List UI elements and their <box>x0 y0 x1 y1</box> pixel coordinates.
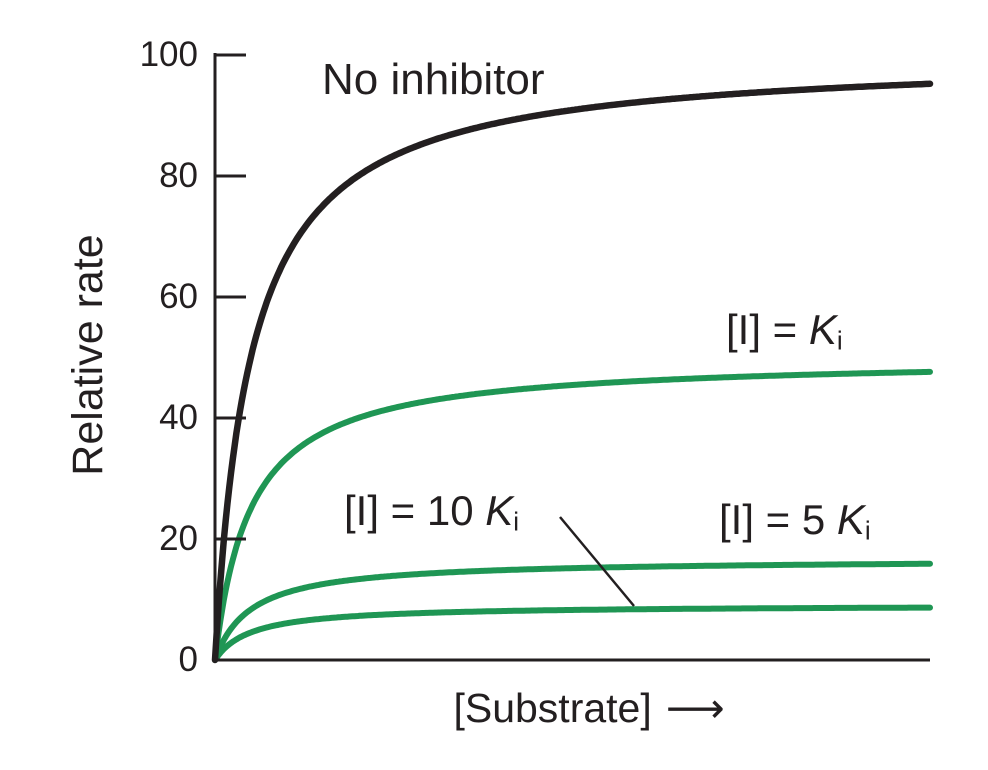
y-tick-label: 80 <box>159 156 198 195</box>
ki-constant-symbol: K <box>836 496 865 543</box>
curve-i-eq-10ki <box>212 604 933 663</box>
x-axis-label-text: [Substrate] <box>453 685 652 731</box>
label-i-equals-5ki: [I] = 5 Ki <box>719 496 871 547</box>
y-tick-label: 0 <box>178 640 198 679</box>
label-i-equals-5ki-prefix: [I] = 5 <box>719 496 837 543</box>
ki-subscript: i <box>513 506 520 537</box>
leader-line <box>559 516 635 607</box>
curves <box>211 80 934 664</box>
y-ticks <box>215 53 246 662</box>
y-tick-label: 40 <box>159 398 198 437</box>
y-tick-label: 20 <box>159 519 198 558</box>
label-i-equals-ki-prefix: [I] = <box>726 306 809 353</box>
right-arrow-icon: ⟶ <box>665 685 725 731</box>
y-axis-title: Relative rate <box>64 234 112 476</box>
x-axis-title: [Substrate] ⟶ <box>407 684 771 732</box>
label-i-equals-ki: [I] = Ki <box>726 306 843 357</box>
label-i-equals-10ki-prefix: [I] = 10 <box>344 487 486 534</box>
ki-constant-symbol: K <box>808 306 837 353</box>
ki-constant-symbol: K <box>485 487 514 534</box>
ki-subscript: i <box>864 515 871 546</box>
label-no-inhibitor: No inhibitor <box>322 55 545 104</box>
ki-subscript: i <box>836 325 843 356</box>
curve-i-eq-ki <box>212 368 933 663</box>
y-tick-label: 100 <box>139 35 198 74</box>
y-tick-label: 60 <box>159 277 198 316</box>
curve-no-inhibitor <box>211 80 934 664</box>
curve-i-eq-5ki <box>212 560 933 663</box>
label-i-equals-10ki: [I] = 10 Ki <box>344 487 519 538</box>
